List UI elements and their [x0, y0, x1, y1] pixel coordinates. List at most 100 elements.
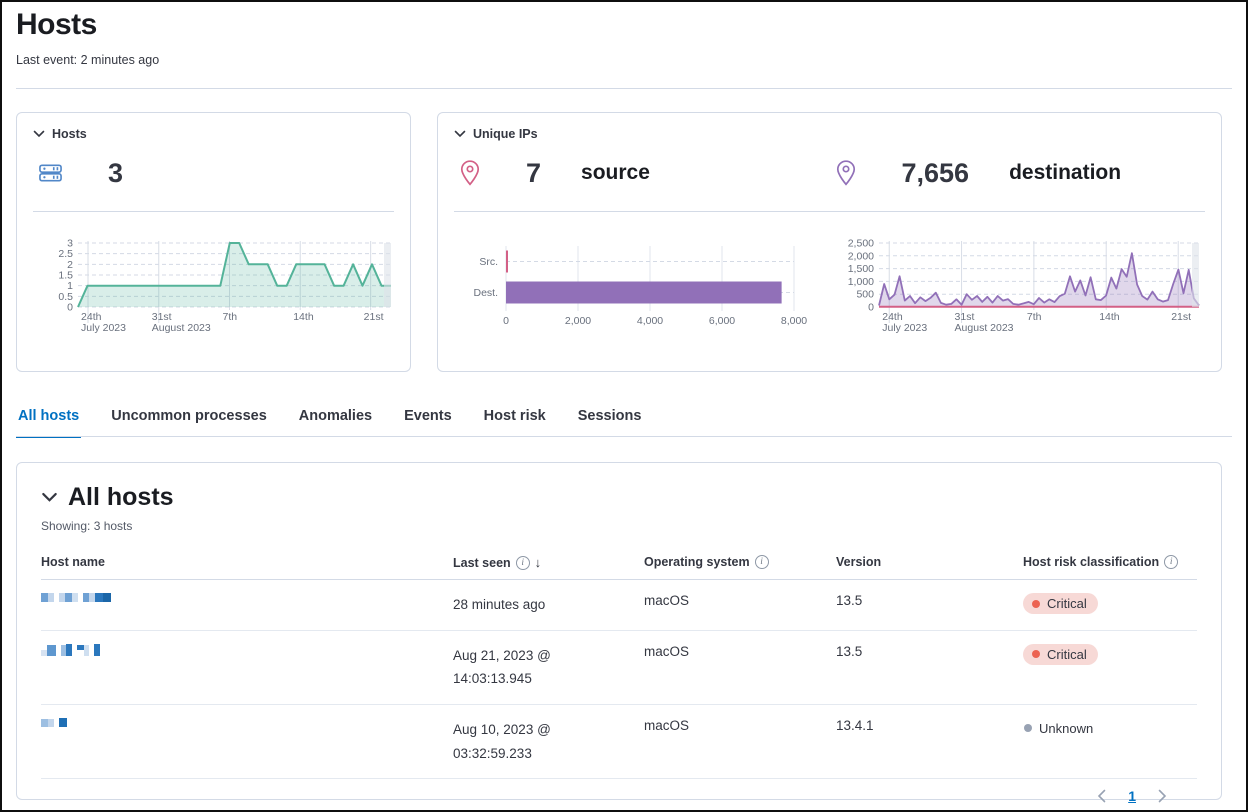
svg-text:31st: 31st: [152, 311, 172, 323]
svg-text:1.5: 1.5: [58, 270, 73, 282]
all-hosts-table: Host name Last seen i ↓ Operating system…: [41, 549, 1197, 780]
page-number-1[interactable]: 1: [1128, 788, 1136, 805]
page-title: Hosts: [16, 8, 97, 41]
svg-text:Dest.: Dest.: [473, 287, 498, 299]
svg-text:3: 3: [67, 238, 73, 250]
svg-text:2,000: 2,000: [848, 250, 874, 262]
tab-events[interactable]: Events: [402, 404, 454, 438]
tabs-divider: [16, 436, 1232, 437]
svg-text:7th: 7th: [1027, 311, 1042, 323]
hosts-panel-title: Hosts: [52, 127, 87, 141]
page-header: Hosts Last event: 2 minutes ago: [16, 8, 159, 67]
svg-text:0.5: 0.5: [58, 291, 73, 303]
version-value: 13.5: [836, 643, 863, 659]
destination-ips-count: 7,656: [901, 157, 970, 188]
chevron-right-icon: [1158, 789, 1167, 803]
risk-badge-critical: Critical: [1023, 643, 1098, 665]
svg-text:21st: 21st: [1171, 311, 1191, 323]
previous-page-button[interactable]: [1095, 787, 1108, 805]
panel-divider: [33, 211, 394, 212]
chevron-down-icon: [454, 130, 466, 138]
svg-text:31st: 31st: [955, 311, 975, 323]
svg-text:1,500: 1,500: [848, 263, 874, 275]
all-hosts-title: All hosts: [68, 483, 174, 511]
os-value: macOS: [644, 717, 690, 733]
last-seen-value: Aug 21, 2023 @ 14:03:13.945: [453, 647, 551, 687]
svg-text:2,500: 2,500: [848, 238, 874, 250]
unique-ips-panel-toggle[interactable]: Unique IPs: [454, 127, 538, 141]
col-host-risk: Host risk classification i: [1023, 549, 1197, 578]
risk-badge-unknown: Unknown: [1023, 718, 1104, 739]
hosts-tabs: All hosts Uncommon processes Anomalies E…: [16, 404, 643, 438]
os-value: macOS: [644, 593, 690, 608]
chevron-down-icon: [33, 130, 45, 138]
risk-badge-critical: Critical: [1023, 593, 1098, 614]
tab-sessions[interactable]: Sessions: [576, 404, 644, 438]
next-page-button[interactable]: [1156, 787, 1169, 805]
source-ips-count: 7: [526, 157, 542, 188]
svg-text:August 2023: August 2023: [152, 322, 211, 334]
hosts-count: 3: [108, 157, 124, 188]
svg-text:14th: 14th: [1099, 311, 1120, 323]
col-last-seen[interactable]: Last seen i ↓: [453, 555, 542, 570]
svg-text:July 2023: July 2023: [81, 322, 126, 334]
last-seen-value: Aug 10, 2023 @ 03:32:59.233: [453, 721, 551, 761]
svg-text:1: 1: [67, 280, 73, 292]
chevron-left-icon: [1098, 789, 1106, 803]
panel-divider: [454, 211, 1205, 212]
redacted-host-name[interactable]: [41, 593, 441, 602]
source-ips-label: source: [581, 161, 650, 184]
hosts-panel-toggle[interactable]: Hosts: [33, 127, 87, 141]
risk-dot: [1024, 724, 1032, 733]
col-operating-system: Operating system i: [644, 549, 836, 578]
tab-uncommon-processes[interactable]: Uncommon processes: [109, 404, 269, 438]
info-icon[interactable]: i: [1164, 555, 1179, 569]
os-value: macOS: [644, 643, 690, 659]
tab-all-hosts[interactable]: All hosts: [16, 404, 82, 438]
info-icon[interactable]: i: [515, 555, 530, 570]
unique-ips-kpi-panel: Unique IPs 7 source 7,656 destination 0 2…: [437, 112, 1222, 372]
svg-text:July 2023: July 2023: [882, 322, 927, 334]
destination-ips-kpi: 7,656 destination: [830, 158, 1206, 189]
svg-text:0: 0: [503, 315, 509, 327]
showing-count: Showing: 3 hosts: [41, 519, 133, 533]
sort-desc-icon[interactable]: ↓: [534, 555, 542, 570]
table-row: Aug 10, 2023 @ 03:32:59.233 macOS 13.4.1…: [41, 705, 1197, 780]
svg-text:2,000: 2,000: [565, 315, 591, 327]
risk-dot: [1032, 599, 1040, 608]
last-seen-value: 28 minutes ago: [453, 597, 546, 612]
svg-text:0: 0: [67, 302, 73, 314]
header-divider: [16, 88, 1232, 89]
svg-text:Src.: Src.: [479, 256, 498, 268]
unique-ips-bar-chart[interactable]: 0 2,000 4,000 6,000 8,000 Src. Dest.: [454, 236, 819, 340]
svg-text:August 2023: August 2023: [955, 322, 1014, 334]
tab-host-risk[interactable]: Host risk: [482, 404, 548, 438]
tab-anomalies[interactable]: Anomalies: [297, 404, 374, 438]
table-row: 28 minutes ago macOS 13.5 Critical: [41, 580, 1197, 631]
svg-text:21st: 21st: [364, 311, 384, 323]
chevron-down-icon: [42, 492, 57, 502]
destination-ips-label: destination: [1009, 161, 1122, 184]
svg-text:6,000: 6,000: [709, 315, 735, 327]
info-icon[interactable]: i: [754, 555, 769, 569]
source-ips-kpi: 7 source: [454, 158, 830, 189]
redacted-host-name[interactable]: [41, 717, 441, 727]
unique-ips-panel-title: Unique IPs: [473, 127, 538, 141]
svg-text:2.5: 2.5: [58, 248, 73, 260]
map-pin-destination-icon: [834, 158, 858, 188]
all-hosts-toggle[interactable]: [41, 492, 58, 503]
svg-text:14th: 14th: [293, 311, 314, 323]
pagination: 1: [41, 787, 1197, 805]
storage-icon: [37, 160, 64, 186]
svg-text:500: 500: [856, 289, 874, 301]
version-value: 13.4.1: [836, 717, 874, 733]
map-pin-source-icon: [458, 158, 482, 188]
svg-text:0: 0: [868, 302, 874, 314]
svg-text:24th: 24th: [81, 311, 102, 323]
redacted-host-name[interactable]: [41, 643, 441, 656]
version-value: 13.5: [836, 593, 863, 608]
svg-text:4,000: 4,000: [637, 315, 663, 327]
last-event-text: Last event: 2 minutes ago: [16, 53, 160, 67]
